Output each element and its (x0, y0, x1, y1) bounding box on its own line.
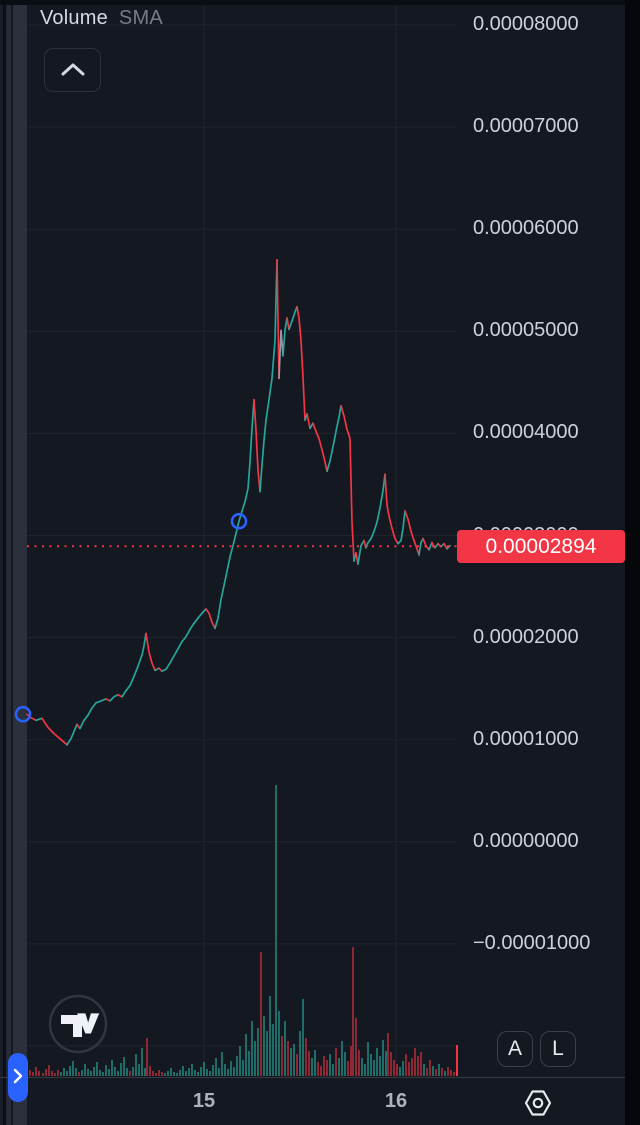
price-axis-label: 0.00008000 (473, 13, 579, 35)
time-axis-label: 15 (192, 1090, 216, 1112)
price-axis-label: 0.00006000 (473, 217, 579, 239)
collapsed-drawing-toolbar[interactable] (0, 0, 27, 1125)
auto-scale-button[interactable]: A (497, 1031, 533, 1067)
toolbar-strip (13, 0, 27, 1125)
last-price-value: 0.00002894 (485, 534, 597, 558)
tradingview-logo (48, 994, 108, 1054)
hexagon-eye-button[interactable] (521, 1088, 555, 1118)
top-edge (0, 0, 640, 5)
pane-toggle-pill[interactable] (8, 1053, 28, 1102)
auto-scale-label: A (507, 1037, 522, 1060)
screen-right-edge (625, 0, 640, 1125)
last-price-tag: 0.00002894 (457, 530, 625, 563)
indicator-legend[interactable]: Volume SMA (40, 7, 163, 30)
toolbar-divider (11, 0, 13, 1125)
price-axis-label: 0.00007000 (473, 115, 579, 137)
price-axis-label: 0.00000000 (473, 830, 579, 852)
legend-sma-label: SMA (118, 7, 163, 29)
price-axis-label: 0.00001000 (473, 728, 579, 750)
log-scale-label: L (552, 1037, 564, 1060)
time-axis-label: 16 (384, 1090, 408, 1112)
time-axis-separator (0, 1077, 625, 1078)
price-axis-label: 0.00004000 (473, 421, 579, 443)
chevron-up-icon (58, 61, 88, 80)
toolbar-divider (3, 0, 6, 1125)
collapse-pane-button[interactable] (44, 48, 101, 92)
legend-volume-label: Volume (40, 7, 108, 29)
log-scale-button[interactable]: L (540, 1031, 576, 1067)
price-axis-label: 0.00002000 (473, 626, 579, 648)
hexagon-eye-icon (521, 1090, 555, 1121)
toolbar-strip (6, 0, 11, 1125)
price-axis-label: −0.00001000 (473, 932, 591, 954)
chevron-right-icon (12, 1067, 24, 1088)
price-axis-label: 0.00005000 (473, 319, 579, 341)
